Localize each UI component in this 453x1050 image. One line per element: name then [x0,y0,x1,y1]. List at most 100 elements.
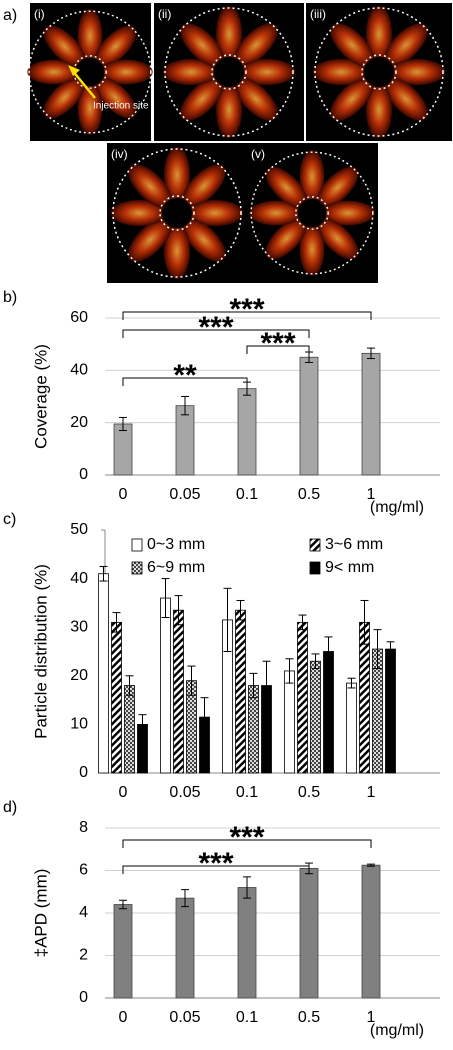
image-content [248,149,376,277]
bar [173,609,184,774]
bar [359,621,370,774]
legend-label: 0~3 mm [147,536,205,553]
image-label: (iv) [111,147,128,161]
legend-swatch [309,561,321,575]
bar [299,356,319,476]
panel-label: b) [3,289,17,306]
x-tick-label: 0.1 [236,486,258,503]
y-tick-label: 30 [70,618,88,635]
significance-bracket [122,311,372,320]
image-content [162,5,296,139]
y-tick-label: 20 [70,414,88,431]
significance-bracket [122,377,248,386]
significance-bracket [122,839,372,848]
x-tick-label: 1 [367,1009,376,1026]
bar [361,352,381,476]
image-label: (iii) [310,7,326,21]
legend-label: 6~9 mm [147,559,205,576]
bar [385,648,396,774]
x-tick-label: 0.05 [169,1009,200,1026]
image-panels: a) (i) (ii) (iii) (iv) (v) Injection sit… [3,3,452,283]
image-content [110,146,244,280]
significance-bracket [122,329,310,338]
bar [113,423,133,476]
image-label: (i) [34,7,45,21]
bar [361,864,381,999]
panel-label: d) [3,799,17,816]
x-tick-label: 0.05 [169,784,200,801]
x-tick-label: 0.05 [169,486,200,503]
x-tick-label: 0 [119,486,128,503]
bar [175,405,195,476]
panel-label: a) [3,7,17,24]
bar [124,685,135,774]
bar [248,685,259,774]
significance-stars: *** [198,847,233,880]
bar [235,609,246,774]
significance-stars: *** [198,311,233,344]
y-tick-label: 2 [79,947,88,964]
y-tick-label: 0 [79,989,88,1006]
bar [237,887,257,999]
y-tick-label: 60 [70,309,88,326]
bar [346,682,357,774]
arrow-head [68,65,80,76]
y-tick-label: 40 [70,570,88,587]
image-content [26,8,154,136]
y-axis-label: Particle distribution (%) [31,564,50,739]
x-tick-label: 0 [119,784,128,801]
x-tick-label: 0 [119,1009,128,1026]
x-tick-label: 0.1 [236,1009,258,1026]
y-tick-label: 40 [70,362,88,379]
significance-stars: *** [229,821,264,854]
y-tick-label: 4 [79,904,88,921]
y-tick-label: 0 [79,466,88,483]
image-label: (v) [251,147,265,161]
legend-label: 9< mm [325,559,374,576]
significance-stars: *** [260,327,295,360]
x-tick-label: 0.1 [236,784,258,801]
chart: d) ‡APD (mm) 0 2 4 6 8 0 0.05 0.1 0.5 1(mg/ml) *****… [3,799,440,1039]
bar [98,573,109,774]
significance-stars: ** [173,359,197,392]
x-tick-label: 1 [367,784,376,801]
bar [323,651,334,774]
bar [160,597,171,774]
chart: b) Coverage (%) 0 20 40 60 0 0.05 0.1 0.5 1(mg/ml)… [3,289,440,516]
image-label: (ii) [158,7,171,21]
legend-swatch [131,538,143,552]
y-tick-label: 8 [79,819,88,836]
bar [310,660,321,774]
bar [113,904,133,999]
x-tick-label: 1 [367,486,376,503]
significance-bracket [246,345,310,354]
legend-swatch [131,561,143,575]
y-tick-label: 20 [70,667,88,684]
x-axis-label: (mg/ml) [370,1022,424,1039]
annotation: Injection site [93,101,149,112]
x-tick-label: 0.5 [298,784,320,801]
bar [297,621,308,774]
image-content [312,5,446,139]
y-axis-label: Coverage (%) [31,344,50,449]
significance-stars: *** [229,293,264,326]
y-tick-label: 50 [70,521,88,538]
bar [284,670,295,774]
arrow [71,69,96,99]
bar [299,867,319,999]
legend-swatch [309,538,321,552]
x-tick-label: 0.5 [298,486,320,503]
bar [237,388,257,476]
y-tick-label: 6 [79,862,88,879]
chart: c) Particle distribution (%) 0 10 20 30 40 50 0 0… [3,511,440,801]
x-axis-label: (mg/ml) [370,499,424,516]
bar [111,621,122,774]
panel-label: c) [3,511,16,528]
legend-label: 3~6 mm [325,536,383,553]
significance-bracket [122,865,310,874]
y-axis-label: ‡APD (mm) [31,869,50,958]
y-tick-label: 0 [79,764,88,781]
bar [175,897,195,999]
y-tick-label: 10 [70,716,88,733]
